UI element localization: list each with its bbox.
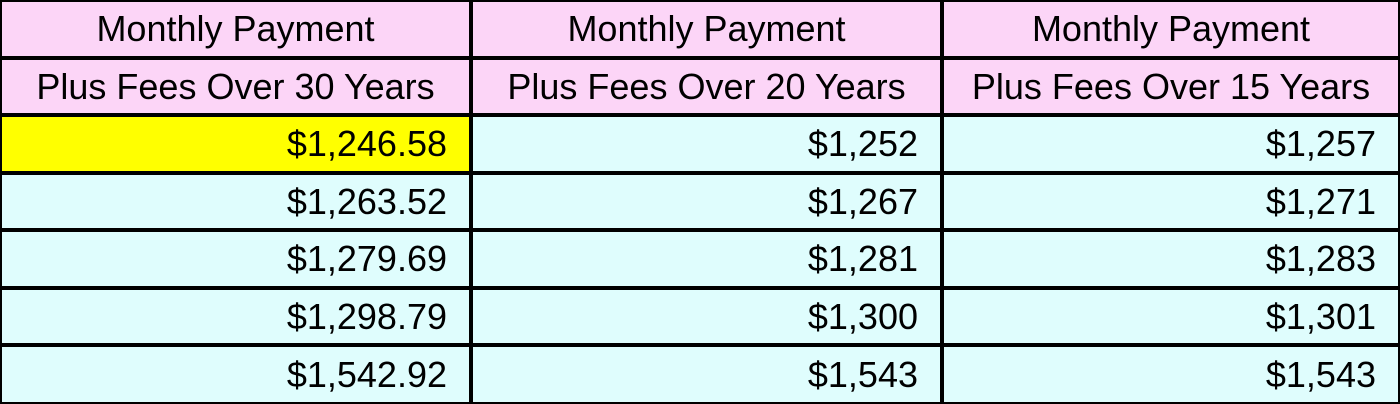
column-header-30-years-line-1: Monthly Payment	[0, 0, 471, 58]
column-header-20-years-line-2: Plus Fees Over 20 Years	[471, 58, 942, 115]
table-cell: $1,298.79	[0, 288, 471, 345]
table-cell: $1,543	[471, 345, 942, 404]
table-cell: $1,301	[942, 288, 1400, 345]
table-cell: $1,283	[942, 230, 1400, 288]
column-header-30-years-line-2: Plus Fees Over 30 Years	[0, 58, 471, 115]
column-header-15-years-line-2: Plus Fees Over 15 Years	[942, 58, 1400, 115]
table-cell: $1,300	[471, 288, 942, 345]
column-header-15-years-line-1: Monthly Payment	[942, 0, 1400, 58]
column-header-20-years-line-1: Monthly Payment	[471, 0, 942, 58]
table-cell-highlighted: $1,246.58	[0, 115, 471, 173]
table-cell: $1,252	[471, 115, 942, 173]
table-cell: $1,281	[471, 230, 942, 288]
table-cell: $1,257	[942, 115, 1400, 173]
table-cell: $1,279.69	[0, 230, 471, 288]
table-cell: $1,263.52	[0, 173, 471, 230]
table-cell: $1,542.92	[0, 345, 471, 404]
table-cell: $1,267	[471, 173, 942, 230]
table-cell: $1,543	[942, 345, 1400, 404]
table-cell: $1,271	[942, 173, 1400, 230]
